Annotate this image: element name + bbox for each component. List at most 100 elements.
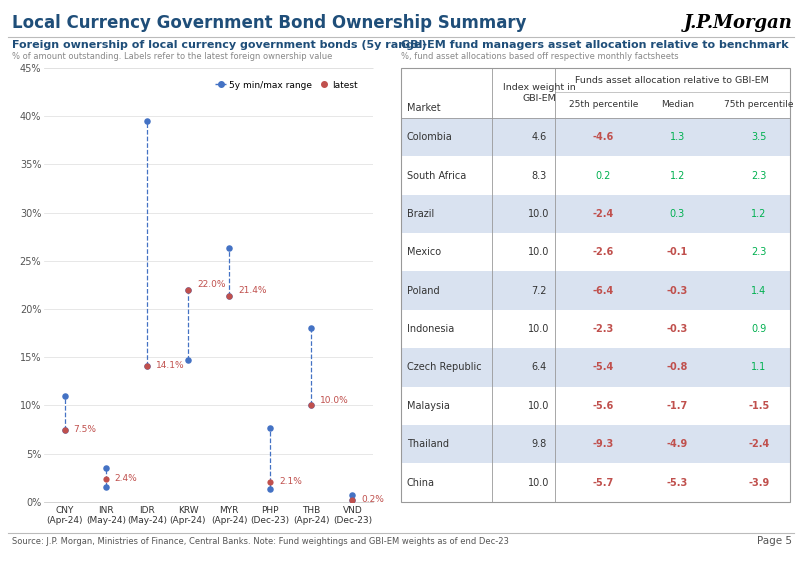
Point bbox=[264, 423, 277, 432]
Text: 25th percentile: 25th percentile bbox=[569, 100, 638, 109]
Text: 1.3: 1.3 bbox=[670, 132, 685, 142]
Text: -2.4: -2.4 bbox=[593, 209, 614, 219]
Text: -5.3: -5.3 bbox=[666, 477, 688, 488]
Text: Market: Market bbox=[407, 103, 440, 113]
Bar bbox=[401, 348, 790, 387]
Text: 0.2: 0.2 bbox=[596, 171, 611, 180]
Text: Malaysia: Malaysia bbox=[407, 401, 450, 411]
Bar bbox=[401, 425, 790, 463]
Point bbox=[140, 361, 153, 370]
Text: Colombia: Colombia bbox=[407, 132, 452, 142]
Text: Local Currency Government Bond Ownership Summary: Local Currency Government Bond Ownership… bbox=[12, 14, 527, 32]
Text: 9.8: 9.8 bbox=[532, 439, 547, 449]
Point bbox=[305, 401, 318, 410]
Point bbox=[99, 483, 112, 492]
Point bbox=[305, 324, 318, 333]
Bar bbox=[401, 194, 790, 233]
Text: -4.9: -4.9 bbox=[666, 439, 688, 449]
Text: 3.5: 3.5 bbox=[751, 132, 767, 142]
Point bbox=[140, 361, 153, 370]
Text: -0.1: -0.1 bbox=[666, 247, 688, 257]
Text: 4.6: 4.6 bbox=[532, 132, 547, 142]
Text: -1.7: -1.7 bbox=[666, 401, 688, 411]
Text: % of amount outstanding. Labels refer to the latest foreign ownership value: % of amount outstanding. Labels refer to… bbox=[12, 52, 332, 61]
Text: Brazil: Brazil bbox=[407, 209, 434, 219]
Text: -1.5: -1.5 bbox=[748, 401, 769, 411]
Text: -5.6: -5.6 bbox=[593, 401, 614, 411]
Text: -6.4: -6.4 bbox=[593, 286, 614, 295]
Text: Thailand: Thailand bbox=[407, 439, 449, 449]
Point bbox=[181, 356, 194, 365]
Text: 1.4: 1.4 bbox=[751, 286, 767, 295]
Text: 7.5%: 7.5% bbox=[74, 425, 97, 434]
Point bbox=[99, 464, 112, 473]
Text: Czech Republic: Czech Republic bbox=[407, 362, 481, 373]
Text: 2.3: 2.3 bbox=[751, 171, 767, 180]
Text: -5.4: -5.4 bbox=[593, 362, 614, 373]
Text: 1.1: 1.1 bbox=[751, 362, 767, 373]
Point bbox=[223, 244, 236, 253]
Bar bbox=[401, 272, 790, 310]
Text: South Africa: South Africa bbox=[407, 171, 466, 180]
Text: -0.3: -0.3 bbox=[666, 286, 688, 295]
Text: Poland: Poland bbox=[407, 286, 439, 295]
Point bbox=[223, 291, 236, 300]
Text: 10.0: 10.0 bbox=[529, 247, 550, 257]
Text: Indonesia: Indonesia bbox=[407, 324, 454, 334]
Point bbox=[181, 285, 194, 294]
Text: Funds asset allocation relative to GBI-EM: Funds asset allocation relative to GBI-E… bbox=[575, 75, 769, 84]
Text: 2.3: 2.3 bbox=[751, 247, 767, 257]
Bar bbox=[401, 463, 790, 502]
Text: 2.4%: 2.4% bbox=[115, 474, 138, 483]
Text: 10.0%: 10.0% bbox=[320, 396, 349, 405]
Text: GBI-EM fund managers asset allocation relative to benchmark: GBI-EM fund managers asset allocation re… bbox=[401, 40, 788, 50]
Text: J.P.Morgan: J.P.Morgan bbox=[683, 14, 792, 32]
Text: -0.3: -0.3 bbox=[666, 324, 688, 334]
Text: -2.4: -2.4 bbox=[748, 439, 769, 449]
Text: 2.1%: 2.1% bbox=[279, 477, 302, 486]
Text: 10.0: 10.0 bbox=[529, 401, 550, 411]
Point bbox=[140, 117, 153, 126]
Text: 21.4%: 21.4% bbox=[238, 286, 266, 295]
Text: 75th percentile: 75th percentile bbox=[724, 100, 794, 109]
Text: 8.3: 8.3 bbox=[532, 171, 547, 180]
Text: %, fund asset allocations based off respective monthly factsheets: %, fund asset allocations based off resp… bbox=[401, 52, 678, 61]
Text: 7.2: 7.2 bbox=[532, 286, 547, 295]
Text: Median: Median bbox=[661, 100, 694, 109]
Point bbox=[264, 485, 277, 494]
Text: Index weight in
GBI-EM: Index weight in GBI-EM bbox=[503, 83, 576, 103]
Point bbox=[59, 425, 71, 434]
Point bbox=[346, 490, 358, 500]
Text: 0.9: 0.9 bbox=[751, 324, 767, 334]
Bar bbox=[401, 387, 790, 425]
Bar bbox=[401, 233, 790, 272]
Text: China: China bbox=[407, 477, 435, 488]
Point bbox=[223, 291, 236, 300]
Point bbox=[305, 401, 318, 410]
Point bbox=[181, 285, 194, 294]
Bar bbox=[401, 310, 790, 348]
Text: -0.8: -0.8 bbox=[666, 362, 688, 373]
Text: 1.2: 1.2 bbox=[751, 209, 767, 219]
Text: Mexico: Mexico bbox=[407, 247, 441, 257]
Text: Foreign ownership of local currency government bonds (5y range): Foreign ownership of local currency gove… bbox=[12, 40, 427, 50]
Text: 0.3: 0.3 bbox=[670, 209, 685, 219]
Text: -5.7: -5.7 bbox=[593, 477, 614, 488]
Text: 0.2%: 0.2% bbox=[362, 496, 384, 505]
Point bbox=[264, 477, 277, 486]
Text: 14.1%: 14.1% bbox=[156, 361, 184, 370]
Text: -9.3: -9.3 bbox=[593, 439, 614, 449]
Text: 1.2: 1.2 bbox=[670, 171, 685, 180]
Text: 10.0: 10.0 bbox=[529, 209, 550, 219]
Text: 22.0%: 22.0% bbox=[197, 281, 225, 289]
Text: -4.6: -4.6 bbox=[593, 132, 614, 142]
Point bbox=[346, 496, 358, 505]
Text: 6.4: 6.4 bbox=[532, 362, 547, 373]
Text: -3.9: -3.9 bbox=[748, 477, 769, 488]
Bar bbox=[401, 156, 790, 194]
Point bbox=[99, 474, 112, 483]
Point bbox=[59, 425, 71, 434]
Text: -2.3: -2.3 bbox=[593, 324, 614, 334]
Point bbox=[346, 496, 358, 505]
Bar bbox=[401, 118, 790, 156]
